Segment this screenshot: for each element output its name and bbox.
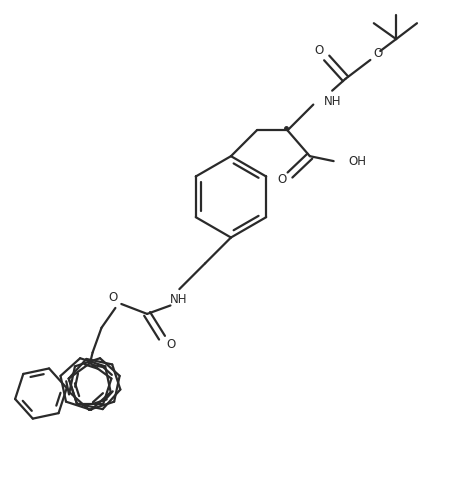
Text: O: O bbox=[277, 174, 286, 186]
Text: O: O bbox=[313, 44, 322, 57]
Text: O: O bbox=[166, 338, 175, 351]
Text: OH: OH bbox=[348, 154, 366, 168]
Text: O: O bbox=[373, 47, 382, 61]
Text: NH: NH bbox=[323, 95, 341, 108]
Text: O: O bbox=[109, 291, 118, 304]
Text: NH: NH bbox=[169, 293, 187, 305]
